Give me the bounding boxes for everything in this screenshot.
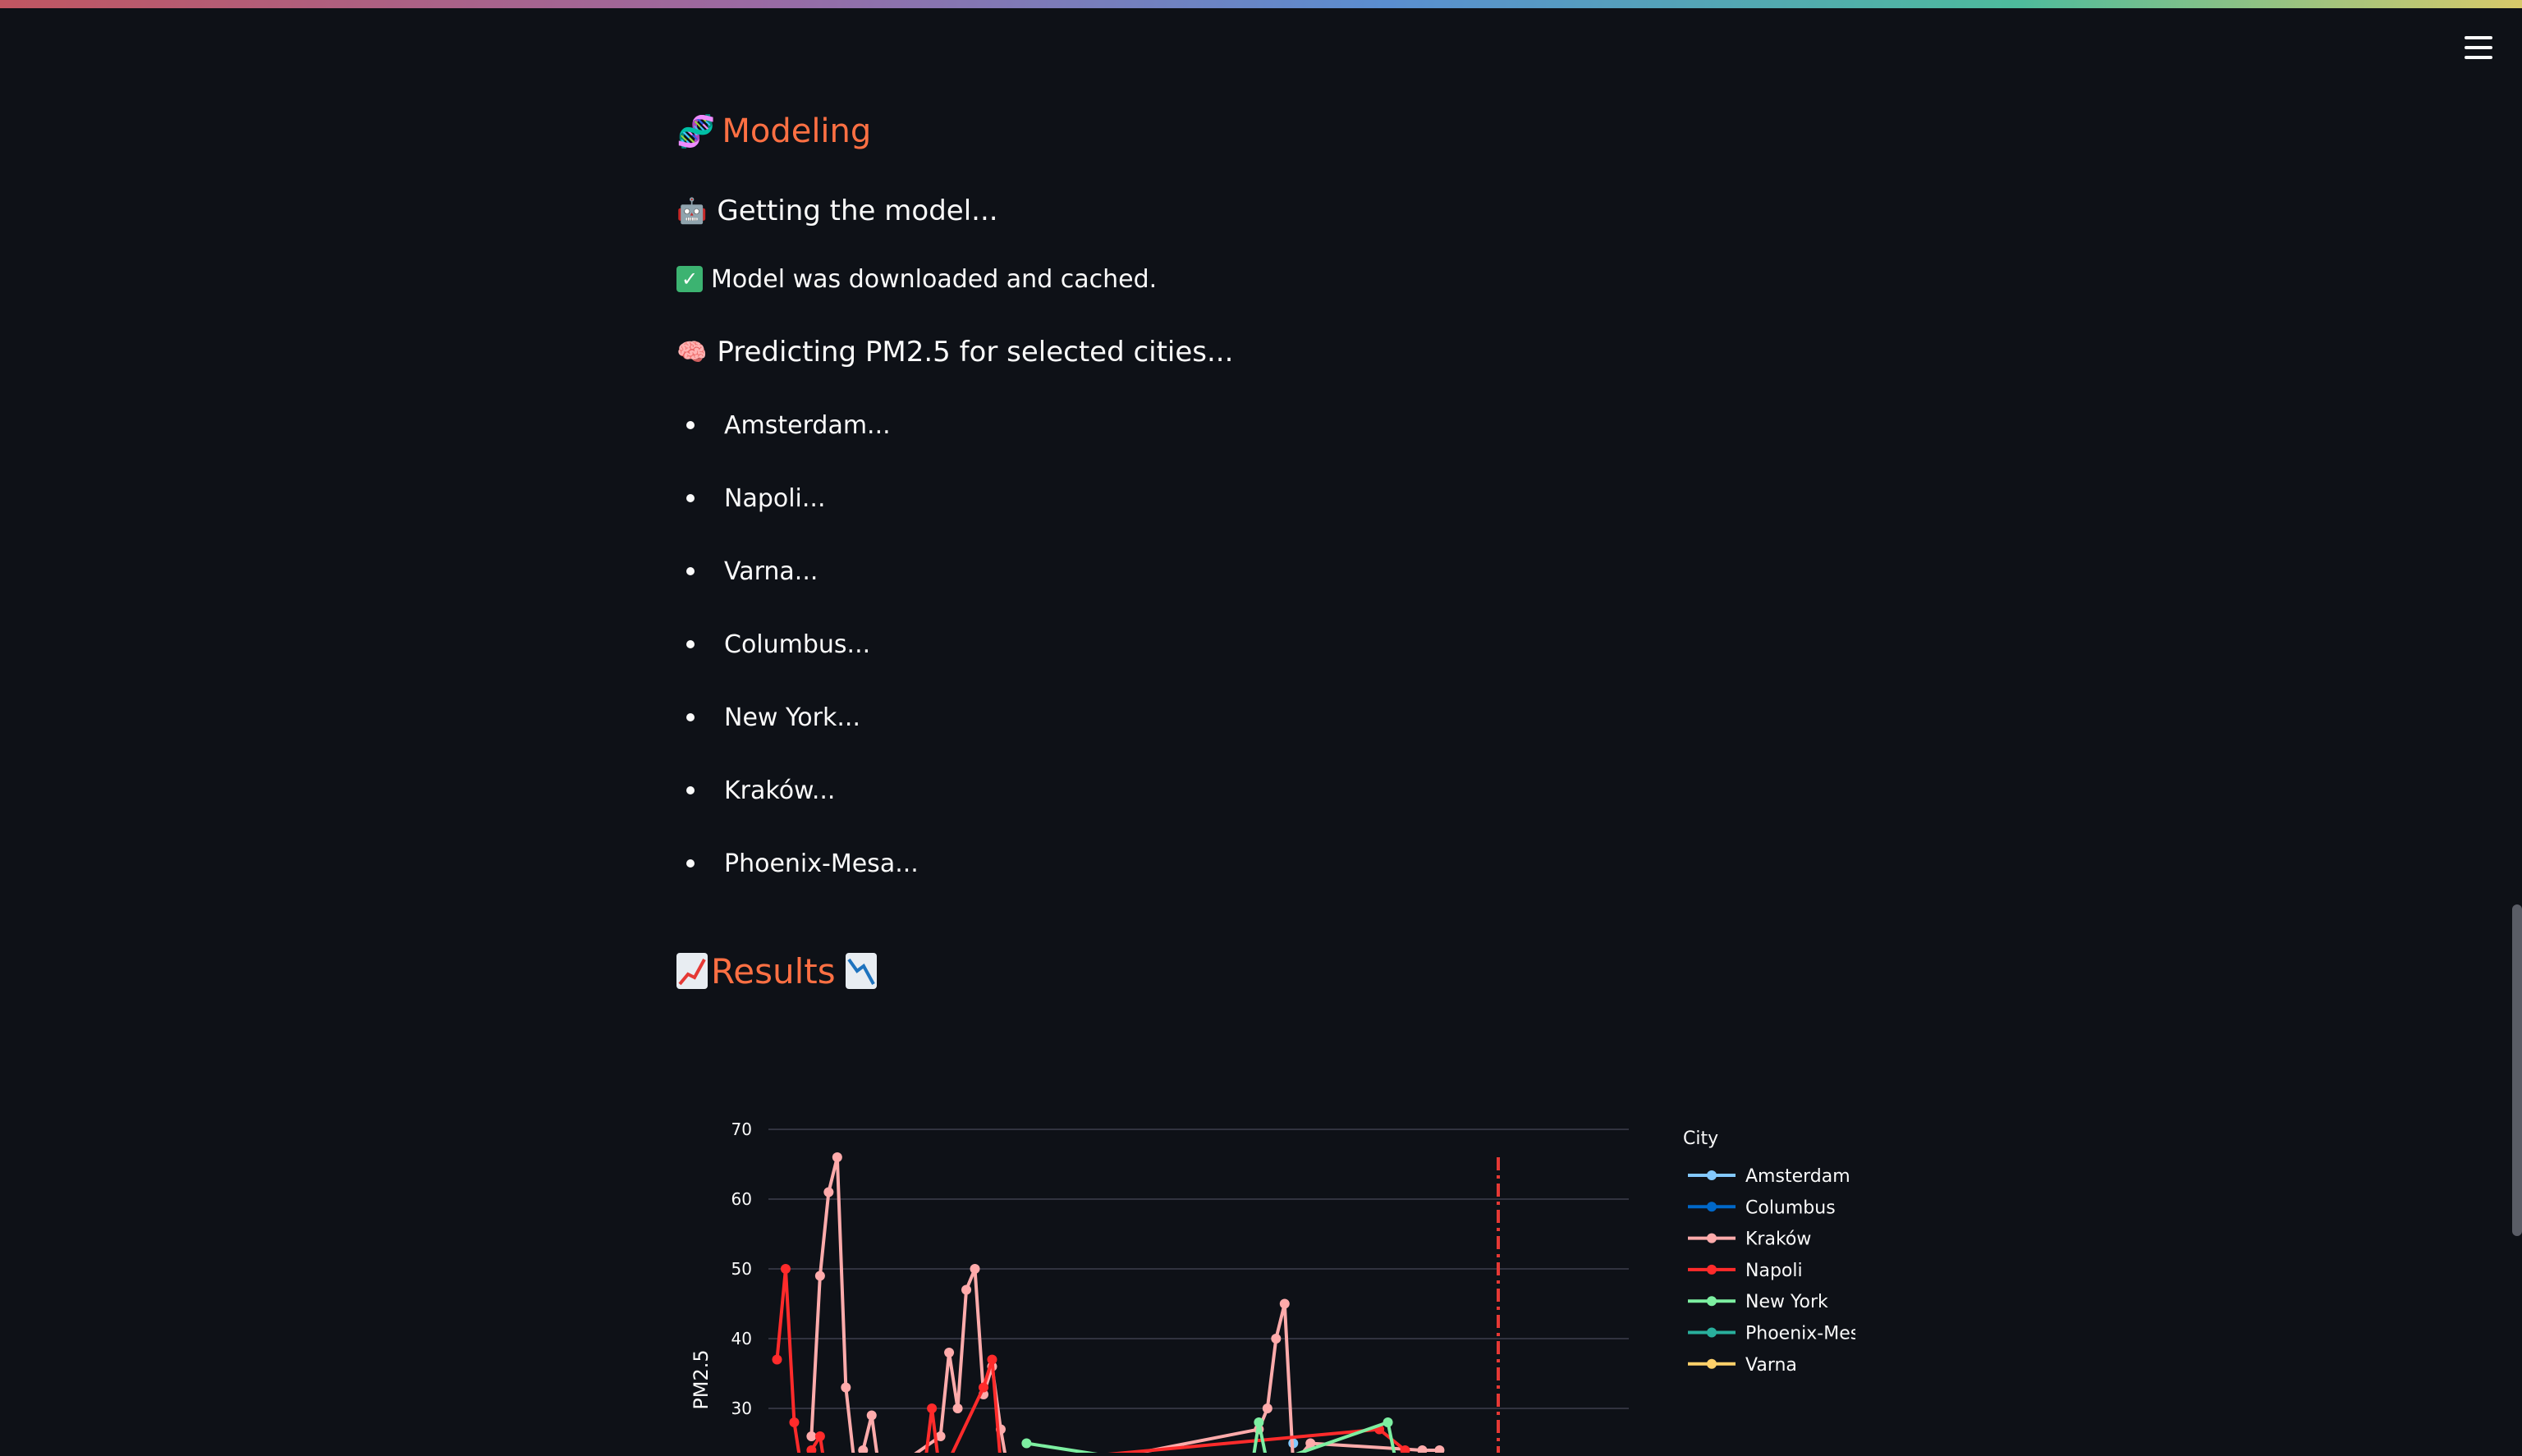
y-tick-label: 60	[731, 1189, 752, 1209]
data-point[interactable]	[1254, 1417, 1264, 1427]
legend-item[interactable]: Phoenix-Mesa	[1745, 1324, 1871, 1344]
legend-swatch-point	[1707, 1327, 1717, 1338]
chart-svg[interactable]: 30 40 50 60 70 PM2.5 City Amsterdam Columbus Krak…	[673, 1092, 1871, 1453]
data-point[interactable]	[866, 1410, 877, 1421]
data-point[interactable]	[1262, 1403, 1272, 1413]
predicting-text: Predicting PM2.5 for selected cities...	[717, 336, 1234, 369]
data-point[interactable]	[1271, 1334, 1282, 1344]
list-item: Phoenix-Mesa...	[676, 844, 1169, 883]
series-line-napoli[interactable]	[775, 1268, 1406, 1453]
y-axis-label: PM2.5	[690, 1349, 713, 1409]
top-decoration-bar	[0, 0, 2522, 8]
data-point[interactable]	[961, 1284, 972, 1295]
brain-icon: 🧠	[676, 337, 708, 367]
series-line-krak-w[interactable]	[809, 1156, 1440, 1453]
list-item: Columbus...	[676, 625, 1169, 664]
list-item: Varna...	[676, 552, 1169, 591]
data-point[interactable]	[1400, 1445, 1410, 1453]
data-point[interactable]	[944, 1348, 955, 1358]
modeling-title: Modeling	[722, 112, 872, 150]
legend-item[interactable]: Varna	[1745, 1355, 1797, 1376]
modeling-heading: 🧬 Modeling	[676, 105, 871, 158]
success-message: ✓ Model was downloaded and cached.	[676, 261, 1157, 297]
legend-swatch-point	[1707, 1170, 1717, 1180]
robot-icon: 🤖	[676, 196, 708, 226]
chart-increasing-icon	[676, 953, 708, 989]
hamburger-menu-icon[interactable]	[2455, 31, 2502, 64]
data-point[interactable]	[858, 1445, 869, 1453]
data-point[interactable]	[927, 1403, 938, 1413]
y-tick-label: 70	[731, 1119, 752, 1139]
predicting-message: 🧠 Predicting PM2.5 for selected cities..…	[676, 332, 1233, 373]
legend-item[interactable]: Amsterdam	[1745, 1166, 1850, 1187]
legend-swatch-point	[1707, 1358, 1717, 1369]
data-point[interactable]	[772, 1354, 782, 1365]
list-item: Kraków...	[676, 771, 1169, 810]
legend-swatch-point	[1707, 1202, 1717, 1212]
data-point[interactable]	[935, 1431, 946, 1441]
data-point[interactable]	[952, 1403, 963, 1413]
data-point[interactable]	[1305, 1438, 1316, 1449]
y-tick-label: 40	[731, 1329, 752, 1348]
data-point[interactable]	[1417, 1445, 1428, 1453]
series-line-new-york[interactable]	[1026, 1420, 1396, 1453]
data-point[interactable]	[789, 1417, 800, 1427]
legend-item[interactable]: Columbus	[1745, 1197, 1836, 1218]
y-tick-label: 30	[731, 1399, 752, 1418]
list-item: Amsterdam...	[676, 405, 1169, 445]
data-point[interactable]	[1434, 1445, 1445, 1453]
legend-item[interactable]: Kraków	[1745, 1229, 1811, 1250]
data-point[interactable]	[970, 1264, 980, 1274]
check-mark-icon: ✓	[676, 266, 703, 292]
data-point[interactable]	[806, 1445, 817, 1453]
data-point[interactable]	[979, 1382, 988, 1393]
data-point[interactable]	[814, 1431, 825, 1441]
data-point[interactable]	[1383, 1417, 1393, 1427]
legend-item[interactable]: New York	[1745, 1292, 1828, 1312]
data-point[interactable]	[806, 1431, 817, 1441]
results-heading: Results	[676, 944, 877, 998]
y-tick-label: 50	[731, 1259, 752, 1279]
legend-title: City	[1683, 1129, 1718, 1149]
pm25-chart[interactable]: 30 40 50 60 70 PM2.5 City Amsterdam Columbus Krak…	[673, 1092, 1871, 1453]
results-title: Results	[711, 950, 836, 991]
data-point[interactable]	[814, 1271, 825, 1281]
getting-model-text: Getting the model...	[717, 195, 998, 227]
legend-swatch-point	[1707, 1233, 1717, 1243]
list-item: Napoli...	[676, 478, 1169, 518]
success-text: Model was downloaded and cached.	[711, 264, 1158, 294]
legend-swatch-point	[1707, 1296, 1717, 1307]
data-point[interactable]	[1279, 1298, 1290, 1309]
chart-decreasing-icon	[845, 953, 877, 989]
getting-model-message: 🤖 Getting the model...	[676, 190, 998, 231]
list-item: New York...	[676, 698, 1169, 737]
legend-item[interactable]: Napoli	[1745, 1261, 1803, 1281]
data-point[interactable]	[987, 1354, 997, 1365]
data-point[interactable]	[780, 1264, 791, 1274]
data-point[interactable]	[841, 1382, 851, 1393]
dna-icon: 🧬	[676, 112, 716, 149]
data-point[interactable]	[832, 1152, 842, 1162]
data-point[interactable]	[823, 1187, 834, 1197]
legend-swatch-point	[1707, 1264, 1717, 1275]
data-point[interactable]	[1021, 1438, 1032, 1449]
scrollbar-thumb[interactable]	[2512, 904, 2522, 1236]
